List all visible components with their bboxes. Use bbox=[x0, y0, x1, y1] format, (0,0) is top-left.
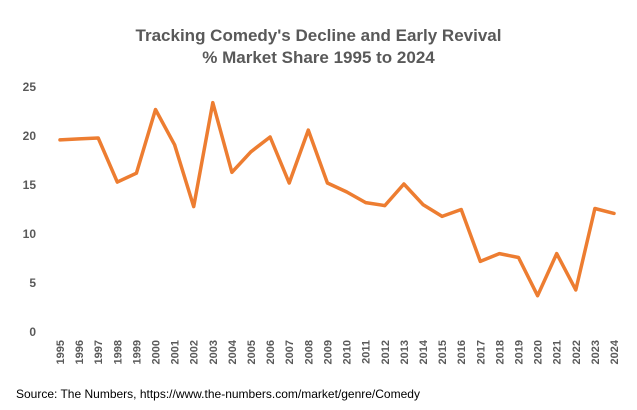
x-tick-label: 2007 bbox=[284, 340, 296, 364]
data-point bbox=[115, 180, 119, 184]
data-point bbox=[77, 137, 81, 141]
y-tick-label: 10 bbox=[23, 227, 37, 241]
source-note: Source: The Numbers, https://www.the-num… bbox=[16, 387, 420, 401]
x-tick-label: 2001 bbox=[170, 340, 182, 364]
x-tick-label: 2023 bbox=[590, 340, 602, 364]
x-tick-label: 1996 bbox=[74, 340, 86, 364]
chart-title: Tracking Comedy's Decline and Early Revi… bbox=[135, 26, 502, 45]
y-axis: 0 5 10 15 20 25 bbox=[23, 80, 37, 339]
data-point bbox=[516, 256, 520, 260]
data-point bbox=[96, 136, 100, 140]
data-point bbox=[574, 288, 578, 292]
data-point bbox=[497, 252, 501, 256]
data-point bbox=[421, 203, 425, 207]
x-tick-label: 2006 bbox=[265, 340, 277, 364]
line-chart: 0 5 10 15 20 25 1995 1996 1997 1998 1999 2000 2001 2… bbox=[23, 80, 621, 364]
x-axis: 1995 1996 1997 1998 1999 2000 2001 2002 2003 2004… bbox=[55, 339, 621, 364]
x-tick-label: 2003 bbox=[208, 340, 220, 364]
x-tick-label: 2018 bbox=[494, 340, 506, 364]
x-tick-label: 2022 bbox=[571, 340, 583, 364]
x-tick-label: 2024 bbox=[609, 339, 621, 364]
data-point bbox=[173, 143, 177, 147]
x-tick-label: 2012 bbox=[380, 340, 392, 364]
x-tick-label: 2017 bbox=[475, 340, 487, 364]
data-point bbox=[230, 170, 234, 174]
data-point bbox=[612, 211, 616, 215]
data-point bbox=[268, 135, 272, 139]
x-tick-label: 1999 bbox=[131, 340, 143, 364]
data-point bbox=[58, 138, 62, 142]
y-tick-label: 5 bbox=[29, 276, 36, 290]
x-tick-label: 2009 bbox=[322, 340, 334, 364]
data-point bbox=[383, 204, 387, 208]
chart-subtitle: % Market Share 1995 to 2024 bbox=[202, 48, 435, 67]
x-tick-label: 2010 bbox=[342, 340, 354, 364]
x-tick-label: 2013 bbox=[399, 340, 411, 364]
x-tick-label: 2004 bbox=[227, 339, 239, 364]
data-point bbox=[192, 205, 196, 209]
x-tick-label: 2016 bbox=[456, 340, 468, 364]
x-tick-label: 1998 bbox=[112, 340, 124, 364]
x-tick-label: 1997 bbox=[93, 340, 105, 364]
data-point bbox=[249, 150, 253, 154]
x-tick-label: 2011 bbox=[361, 340, 373, 364]
data-point bbox=[325, 181, 329, 185]
x-tick-label: 2008 bbox=[303, 340, 315, 364]
x-tick-label: 2015 bbox=[437, 340, 449, 364]
y-tick-label: 0 bbox=[29, 325, 36, 339]
data-point bbox=[459, 208, 463, 211]
data-point bbox=[402, 182, 406, 186]
y-tick-label: 20 bbox=[23, 129, 37, 143]
data-point bbox=[134, 171, 138, 175]
x-tick-label: 2002 bbox=[189, 340, 201, 364]
data-point bbox=[593, 207, 597, 211]
data-point bbox=[440, 214, 444, 218]
data-point bbox=[345, 190, 349, 194]
x-tick-label: 2020 bbox=[533, 340, 545, 364]
plot-area bbox=[58, 100, 616, 298]
x-tick-label: 2019 bbox=[513, 340, 525, 364]
data-point bbox=[306, 128, 310, 132]
x-tick-label: 2005 bbox=[246, 340, 258, 364]
data-point bbox=[536, 294, 540, 298]
data-point bbox=[287, 181, 291, 185]
y-tick-label: 25 bbox=[23, 80, 37, 94]
data-point bbox=[478, 259, 482, 263]
data-point bbox=[154, 108, 158, 112]
data-point bbox=[555, 252, 559, 256]
x-tick-label: 2021 bbox=[552, 340, 564, 364]
y-tick-label: 15 bbox=[23, 178, 37, 192]
x-tick-label: 1995 bbox=[55, 340, 67, 364]
data-point bbox=[364, 201, 368, 205]
series-line bbox=[58, 100, 616, 298]
data-point bbox=[211, 101, 215, 105]
x-tick-label: 2014 bbox=[418, 339, 430, 364]
x-tick-label: 2000 bbox=[151, 340, 163, 364]
